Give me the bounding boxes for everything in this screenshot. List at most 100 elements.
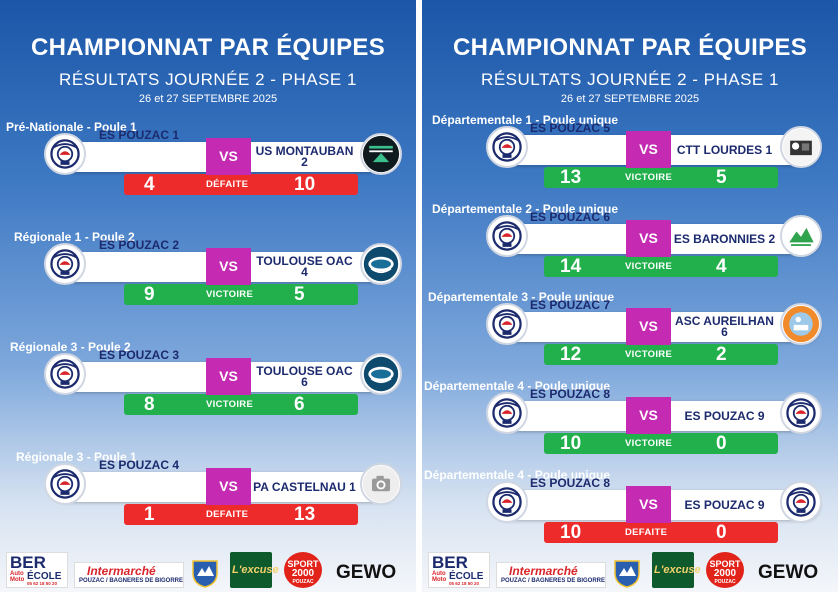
- score-bar: 12 2 VICTOIRE: [544, 344, 778, 365]
- vs-badge: VS: [206, 138, 251, 175]
- division-label: Régionale 3 - Poule 1: [16, 450, 137, 464]
- home-score: 10: [560, 522, 582, 543]
- poster-subtitle: RÉSULTATS JOURNÉE 2 - PHASE 1: [481, 70, 779, 89]
- pouzac-logo-icon: [44, 243, 86, 285]
- sport2000-town: POUZAC: [292, 579, 314, 585]
- pouzac-logo-icon: [486, 481, 528, 523]
- division-label: Départementale 2 - Poule unique: [432, 202, 619, 216]
- sponsor-gewo: GEWO: [758, 562, 819, 583]
- match-card: Départementale 4 - Poule unique ES POUZAC…: [422, 468, 838, 558]
- home-team-name: ES POUZAC 3: [98, 348, 179, 362]
- lourdes-logo-icon: [780, 126, 822, 168]
- match-card: Départementale 4 - Poule unique ES POUZAC…: [422, 379, 838, 469]
- camera-placeholder-logo-icon: [360, 463, 402, 505]
- division-label: Régionale 3 - Poule 2: [10, 340, 131, 354]
- away-team-name: PA CASTELNAU 1: [253, 479, 356, 494]
- score-bar: 8 6 VICTOIRE: [124, 394, 358, 415]
- pouzac-logo-icon: [780, 392, 822, 434]
- ber-line1: Auto: [10, 571, 24, 577]
- home-team-name: ES POUZAC 7: [529, 298, 610, 312]
- away-score: 13: [294, 504, 316, 525]
- score-bar: 14 4 VICTOIRE: [544, 256, 778, 277]
- match-card: Départementale 1 - Poule unique ES POUZAC…: [422, 113, 838, 203]
- poster-dates: 26 et 27 SEPTEMBRE 2025: [560, 93, 700, 105]
- sponsor-footer: BER Auto Moto ÉCOLE 05 62 18 50 20 Intermarch…: [0, 548, 416, 592]
- result-label: VICTOIRE: [625, 172, 673, 183]
- poster-subtitle: RÉSULTATS JOURNÉE 2 - PHASE 1: [59, 70, 357, 89]
- home-team-name: ES POUZAC 4: [98, 458, 179, 472]
- sport2000-line2: 2000: [291, 568, 315, 579]
- toulouse-oac-logo-icon: [360, 353, 402, 395]
- match-card: Régionale 3 - Poule 2 ES POUZAC 3 TOULOUSE…: [0, 340, 416, 430]
- result-label: VICTOIRE: [206, 289, 254, 300]
- match-card: Régionale 3 - Poule 1 ES POUZAC 4 PA CASTE…: [0, 450, 416, 540]
- sport2000-line1: SPORT: [287, 559, 319, 569]
- home-team-name: ES POUZAC 5: [529, 121, 610, 135]
- away-team-name: ES POUZAC 9: [684, 497, 765, 512]
- vs-badge: VS: [206, 248, 251, 285]
- intermarche-location: POUZAC / BAGNERES DE BIGORRE: [501, 578, 606, 584]
- sponsor-lexcuse: L'excuse: [652, 552, 701, 588]
- away-score: 0: [716, 522, 727, 543]
- vs-badge: VS: [626, 220, 671, 257]
- home-team-name: ES POUZAC 8: [529, 387, 610, 401]
- away-team-name: ES POUZAC 9: [684, 408, 765, 423]
- home-score: 14: [560, 256, 582, 277]
- vs-badge: VS: [206, 358, 251, 395]
- home-team-name: ES POUZAC 1: [98, 128, 179, 142]
- aureilhan-logo-icon: [780, 303, 822, 345]
- intermarche-name: Intermarché: [87, 564, 156, 578]
- result-label: DÉFAITE: [206, 179, 249, 190]
- match-card: Départementale 2 - Poule unique ES POUZAC…: [422, 202, 838, 292]
- match-card: Départementale 3 - Poule unique ES POUZAC…: [422, 290, 838, 380]
- result-label: DEFAITE: [625, 527, 668, 538]
- away-score: 5: [716, 167, 727, 188]
- away-team-name: US MONTAUBAN 2: [255, 144, 354, 169]
- pouzac-logo-icon: [486, 215, 528, 257]
- away-score: 5: [294, 284, 305, 305]
- poster-title: CHAMPIONNAT PAR ÉQUIPES: [452, 34, 808, 61]
- result-label: VICTOIRE: [206, 399, 254, 410]
- lexcuse-name: L'excuse: [654, 564, 701, 576]
- away-score: 6: [294, 394, 305, 415]
- home-team-name: ES POUZAC 2: [98, 238, 179, 252]
- intermarche-name: Intermarché: [509, 564, 578, 578]
- away-score: 2: [716, 344, 727, 365]
- pouzac-logo-icon: [44, 133, 86, 175]
- home-team-name: ES POUZAC 8: [529, 476, 610, 490]
- sponsor-sport2000: SPORT 2000 POUZAC: [284, 552, 322, 588]
- home-score: 8: [144, 394, 155, 415]
- away-team-name: ASC AUREILHAN 6: [675, 314, 774, 339]
- home-score: 4: [144, 174, 155, 195]
- results-poster-right: CHAMPIONNAT PAR ÉQUIPES RÉSULTATS JOURNÉ…: [422, 0, 838, 592]
- sponsor-footer: BER Auto Moto ÉCOLE 05 62 18 50 20 Intermarch…: [422, 548, 838, 592]
- result-label: DEFAITE: [206, 509, 249, 520]
- poster-title: CHAMPIONNAT PAR ÉQUIPES: [30, 34, 386, 61]
- montauban-logo-icon: [360, 133, 402, 175]
- pouzac-logo-icon: [486, 392, 528, 434]
- away-score: 10: [294, 174, 316, 195]
- division-label: Régionale 1 - Poule 2: [14, 230, 135, 244]
- pouzac-logo-icon: [44, 463, 86, 505]
- score-bar: 10 0 VICTOIRE: [544, 433, 778, 454]
- score-bar: 9 5 VICTOIRE: [124, 284, 358, 305]
- ber-phone: 05 62 18 50 20: [27, 581, 58, 586]
- town-crest-icon: [190, 558, 220, 588]
- ber-phone: 05 62 18 50 20: [449, 581, 480, 586]
- division-label: Pré-Nationale - Poule 1: [6, 120, 137, 134]
- home-score: 1: [144, 504, 155, 525]
- sponsor-ber: BER Auto Moto ÉCOLE 05 62 18 50 20: [6, 552, 68, 588]
- pouzac-logo-icon: [44, 353, 86, 395]
- score-bar: 13 5 VICTOIRE: [544, 167, 778, 188]
- home-score: 10: [560, 433, 582, 454]
- away-team-name: TOULOUSE OAC 6: [256, 364, 353, 389]
- lexcuse-name: L'excuse: [232, 564, 279, 576]
- sport2000-line2: 2000: [713, 568, 737, 579]
- away-score: 0: [716, 433, 727, 454]
- sponsor-gewo: GEWO: [336, 562, 397, 583]
- division-label: Départementale 4 - Poule unique: [424, 468, 611, 482]
- division-label: Départementale 4 - Poule unique: [424, 379, 611, 393]
- baronnies-logo-icon: [780, 215, 822, 257]
- division-label: Départementale 3 - Poule unique: [428, 290, 615, 304]
- vs-badge: VS: [626, 131, 671, 168]
